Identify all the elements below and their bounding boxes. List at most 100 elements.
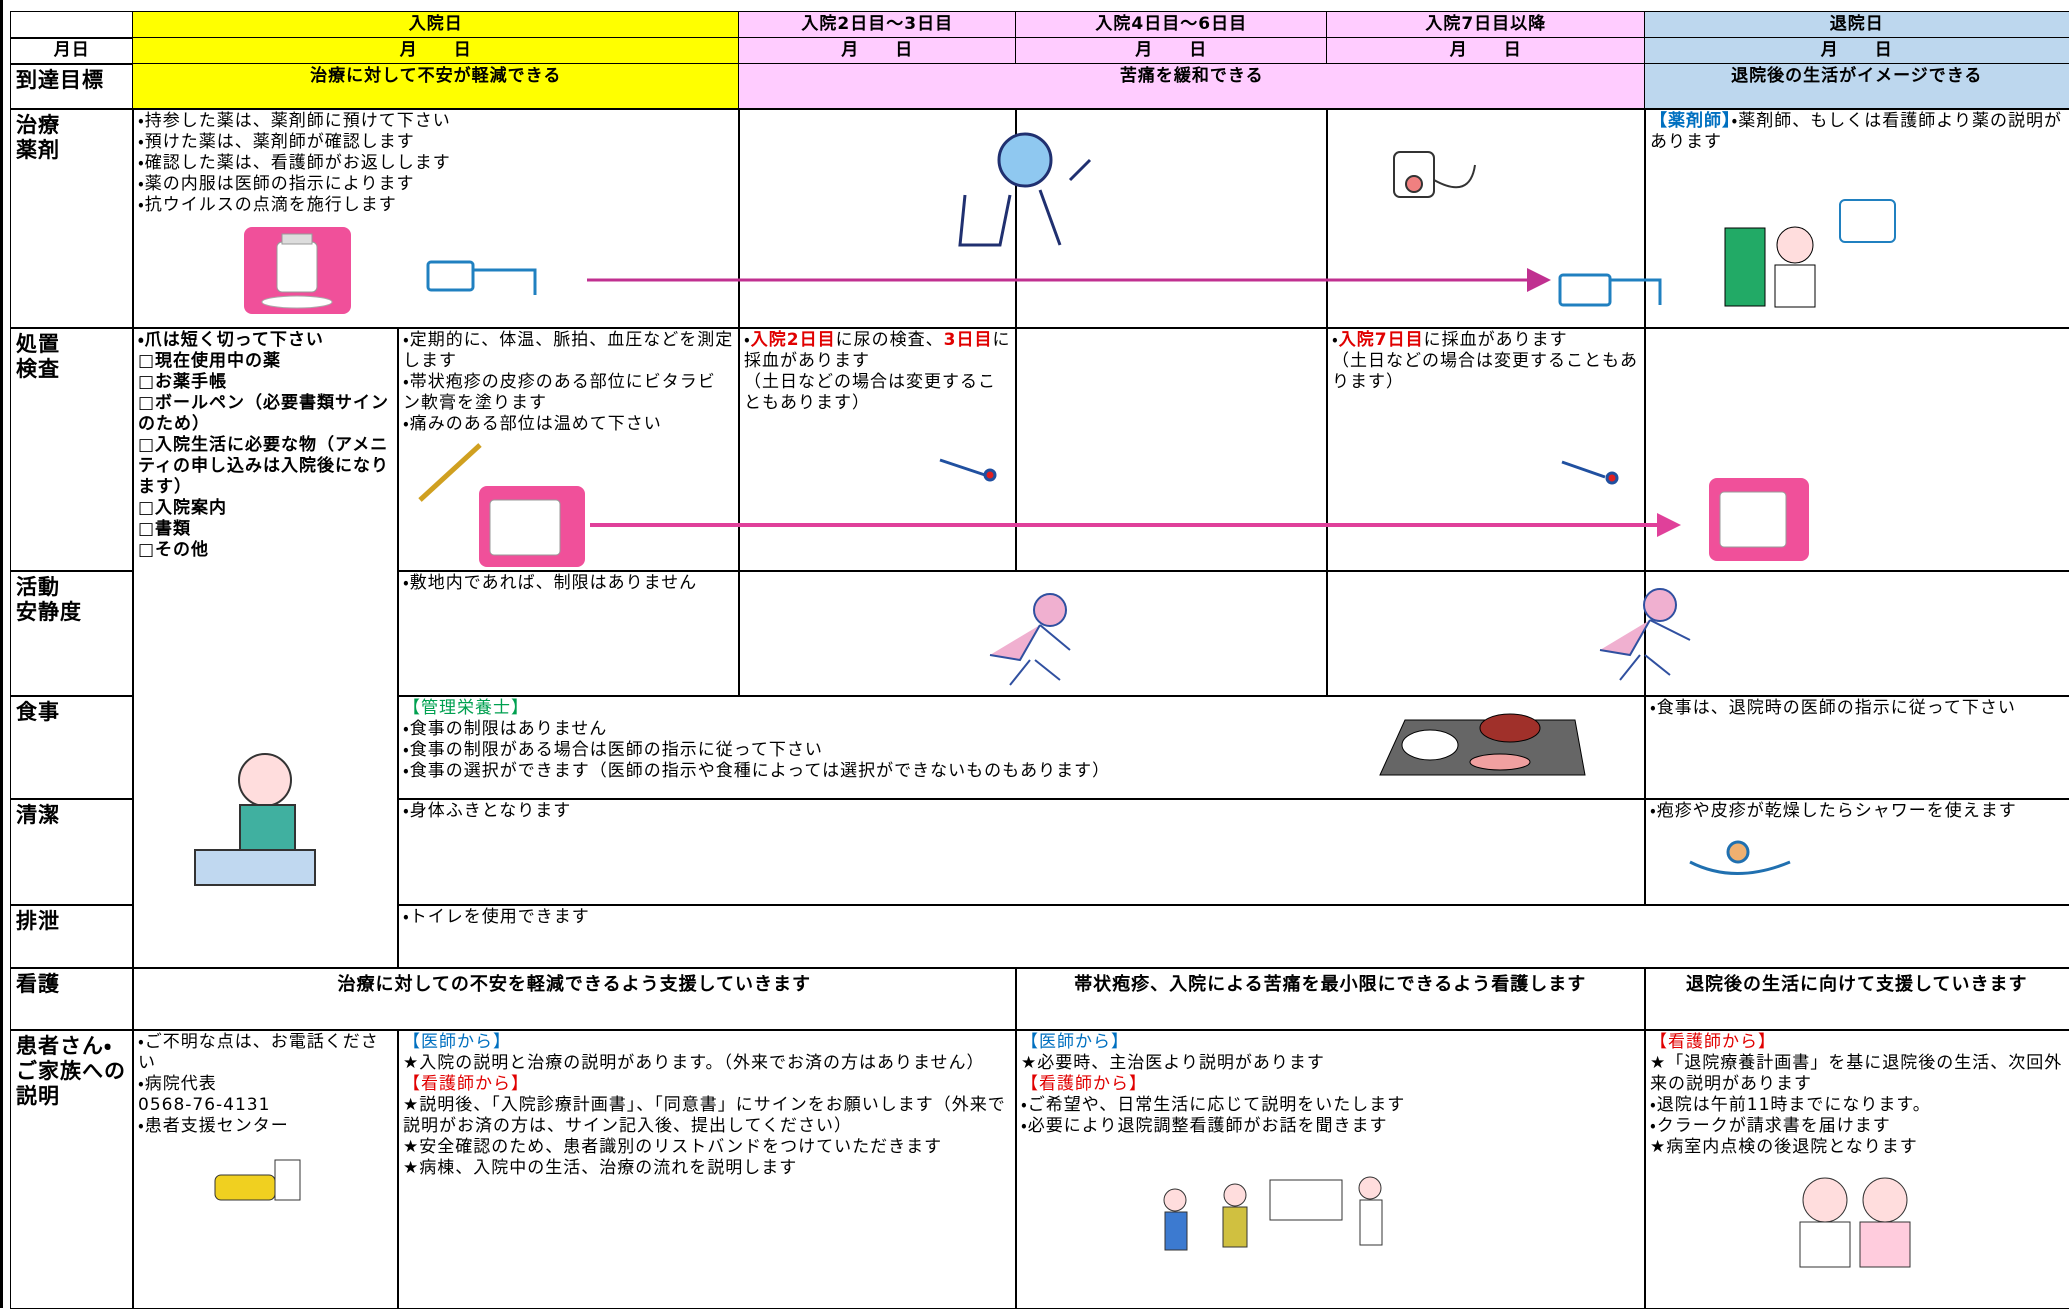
paragraph: □書類 bbox=[138, 519, 192, 539]
table-cell: 【薬剤師】・薬剤師、もしくは看護師より薬の説明があります bbox=[1644, 108, 2069, 329]
paragraph: ・痛みのある部位は温めて下さい bbox=[403, 414, 662, 434]
paragraph: □入院生活に必要な物（アメニティの申し込みは入院後になります） bbox=[138, 435, 389, 497]
table-cell: 月 日 bbox=[132, 37, 740, 65]
paragraph: ★「退院療養計画書」を基に退院後の生活、次回外来の説明があります bbox=[1650, 1053, 2063, 1094]
table-cell: 到達目標 bbox=[10, 63, 134, 110]
paragraph: ・食事の選択ができます（医師の指示や食種によっては選択ができないものもあります） bbox=[403, 761, 1111, 781]
table-cell: 入院日 bbox=[132, 11, 740, 39]
text-segment: ・ bbox=[1332, 330, 1339, 350]
table-cell: 入院2日目〜3日目 bbox=[738, 11, 1017, 39]
paragraph: （土日などの場合は変更することもあります） bbox=[744, 372, 996, 413]
paragraph: ★必要時、主治医より説明があります bbox=[1021, 1053, 1325, 1073]
text-segment: 入院2日目 bbox=[750, 330, 836, 350]
paragraph: ・入院2日目に尿の検査、3日目に採血があります bbox=[744, 330, 1011, 372]
table-cell: ・入院7日目に採血があります （土日などの場合は変更することもあります） bbox=[1326, 327, 1646, 572]
paragraph: 【管理栄養士】 bbox=[403, 698, 529, 718]
text-segment: ・ bbox=[744, 330, 751, 350]
paragraph: ★病棟、入院中の生活、治療の流れを説明します bbox=[403, 1158, 798, 1178]
table-cell: 退院後の生活に向けて支援していきます bbox=[1644, 967, 2069, 1031]
table-cell: ・疱疹や皮疹が乾燥したらシャワーを使えます bbox=[1644, 798, 2069, 906]
table-cell bbox=[1644, 570, 2069, 697]
table-cell: ・定期的に、体温、脈拍、血圧などを測定します ・帯状疱疹の皮疹のある部位にビタラビ… bbox=[397, 327, 740, 572]
paragraph: □入院案内 bbox=[138, 498, 228, 518]
table-cell: 排泄 bbox=[10, 904, 134, 969]
paragraph: ★病室内点検の後退院となります bbox=[1650, 1137, 1918, 1157]
table-cell: 苦痛を緩和できる bbox=[738, 63, 1646, 110]
table-cell: 【看護師から】 ★「退院療養計画書」を基に退院後の生活、次回外来の説明があります・… bbox=[1644, 1029, 2069, 1309]
table-cell: 活動 安静度 bbox=[10, 570, 134, 697]
paragraph: ★説明後、「入院診療計画書」、「同意書」にサインをお願いします（外来で説明がお済… bbox=[403, 1095, 1006, 1136]
table-cell: 月 日 bbox=[1326, 37, 1646, 65]
table-cell: 【医師から】 ★入院の説明と治療の説明があります。（外来でお済の方はありません）【… bbox=[397, 1029, 1017, 1309]
paragraph: ★入院の説明と治療の説明があります。（外来でお済の方はありません） bbox=[403, 1053, 985, 1073]
paragraph: ・必要により退院調整看護師がお話を聞きます bbox=[1021, 1116, 1388, 1136]
table-cell: 入院4日目〜6日目 bbox=[1015, 11, 1328, 39]
paragraph: ・身体ふきとなります bbox=[403, 801, 572, 821]
paragraph: ・敷地内であれば、制限はありません bbox=[403, 573, 698, 593]
paragraph: 0568-76-4131 bbox=[138, 1095, 271, 1115]
text-segment: 3日目 bbox=[943, 330, 993, 350]
paragraph: ・爪は短く切って下さい bbox=[138, 330, 324, 350]
table-cell: ・敷地内であれば、制限はありません bbox=[397, 570, 740, 697]
paragraph: □その他 bbox=[138, 540, 210, 560]
table-cell bbox=[1326, 570, 1646, 697]
paragraph: ・薬の内服は医師の指示によります bbox=[138, 174, 415, 194]
table-cell: 入院7日目以降 bbox=[1326, 11, 1646, 39]
text-segment: 入院7日目 bbox=[1338, 330, 1424, 350]
paragraph: ・退院は午前11時までになります。 bbox=[1650, 1095, 1931, 1115]
paragraph: ・持参した薬は、薬剤師に預けて下さい bbox=[138, 111, 451, 131]
table-cell: ・食事は、退院時の医師の指示に従って下さい bbox=[1644, 695, 2069, 800]
table-cell: ・爪は短く切って下さい □現在使用中の薬 □お薬手帳 □ボールペン（必要書類サインのた… bbox=[132, 327, 399, 969]
table-cell: 治療 薬剤 bbox=[10, 108, 134, 329]
table-cell: 帯状疱疹、入院による苦痛を最小限にできるよう看護します bbox=[1015, 967, 1646, 1031]
table-cell bbox=[1644, 327, 2069, 572]
paragraph: ・抗ウイルスの点滴を施行します bbox=[138, 195, 397, 215]
paragraph: 【医師から】 bbox=[403, 1032, 511, 1052]
paragraph: ・食事は、退院時の医師の指示に従って下さい bbox=[1650, 698, 2016, 718]
text-segment: ・薬剤師、もしくは看護師より薬の説明があります bbox=[1650, 111, 2062, 152]
paragraph: ・ご不明な点は、お電話ください bbox=[138, 1032, 379, 1073]
paragraph: ・クラークが請求書を届けます bbox=[1650, 1116, 1891, 1136]
paragraph: ・入院7日目に採血があります bbox=[1332, 330, 1640, 351]
table-cell: 月日 bbox=[10, 37, 134, 65]
table-cell bbox=[1015, 327, 1328, 572]
paragraph: ・患者支援センター bbox=[138, 1116, 289, 1136]
table-cell bbox=[10, 11, 134, 39]
table-cell: 【医師から】 ★必要時、主治医より説明があります 【看護師から】 ・ご希望や、日常生活… bbox=[1015, 1029, 1646, 1309]
table-cell: ・持参した薬は、薬剤師に預けて下さい ・預けた薬は、薬剤師が確認します ・確認した薬… bbox=[132, 108, 740, 329]
paragraph: □お薬手帳 bbox=[138, 372, 228, 392]
table-cell bbox=[1326, 108, 1646, 329]
paragraph: 【看護師から】 bbox=[1021, 1074, 1147, 1094]
paragraph: ・帯状疱疹の皮疹のある部位にビタラビン軟膏を塗ります bbox=[403, 372, 716, 413]
paragraph: （土日などの場合は変更することもあります） bbox=[1332, 351, 1638, 392]
table-cell bbox=[738, 108, 1017, 329]
paragraph: 【薬剤師】・薬剤師、もしくは看護師より薬の説明があります bbox=[1650, 111, 2064, 153]
paragraph: ・病院代表 bbox=[138, 1074, 217, 1094]
paragraph: ★安全確認のため、患者識別のリストバンドをつけていただきます bbox=[403, 1137, 943, 1157]
paragraph: ・トイレを使用できます bbox=[403, 907, 590, 927]
paragraph: □現在使用中の薬 bbox=[138, 351, 282, 371]
text-segment: に採血があります bbox=[1423, 330, 1568, 350]
paragraph: 【看護師から】 bbox=[1650, 1032, 1776, 1052]
text-segment: に尿の検査、 bbox=[835, 330, 944, 350]
table-cell: ・トイレを使用できます bbox=[397, 904, 2069, 969]
table-cell bbox=[1015, 108, 1328, 329]
table-cell: 月 日 bbox=[1644, 37, 2069, 65]
table-cell: 月 日 bbox=[738, 37, 1017, 65]
paragraph: 【医師から】 bbox=[1021, 1032, 1129, 1052]
table-cell: 食事 bbox=[10, 695, 134, 800]
table-cell: 看護 bbox=[10, 967, 134, 1031]
paragraph: ・食事の制限がある場合は医師の指示に従って下さい bbox=[403, 740, 823, 760]
table-cell: 退院日 bbox=[1644, 11, 2069, 39]
text-segment: に採血があります bbox=[744, 330, 1011, 371]
paragraph: ・ご希望や、日常生活に応じて説明をいたします bbox=[1021, 1095, 1406, 1115]
paragraph: ・疱疹や皮疹が乾燥したらシャワーを使えます bbox=[1650, 801, 2017, 821]
table-cell: ・身体ふきとなります bbox=[397, 798, 1646, 906]
paragraph: ・預けた薬は、薬剤師が確認します bbox=[138, 132, 415, 152]
paragraph: ・定期的に、体温、脈拍、血圧などを測定します bbox=[403, 330, 734, 371]
table-cell: ・ご不明な点は、お電話ください ・病院代表 0568-76-4131 ・患者支援センタ… bbox=[132, 1029, 399, 1309]
table-cell: 治療に対して不安が軽減できる bbox=[132, 63, 740, 110]
paragraph: ・食事の制限はありません bbox=[403, 719, 608, 739]
